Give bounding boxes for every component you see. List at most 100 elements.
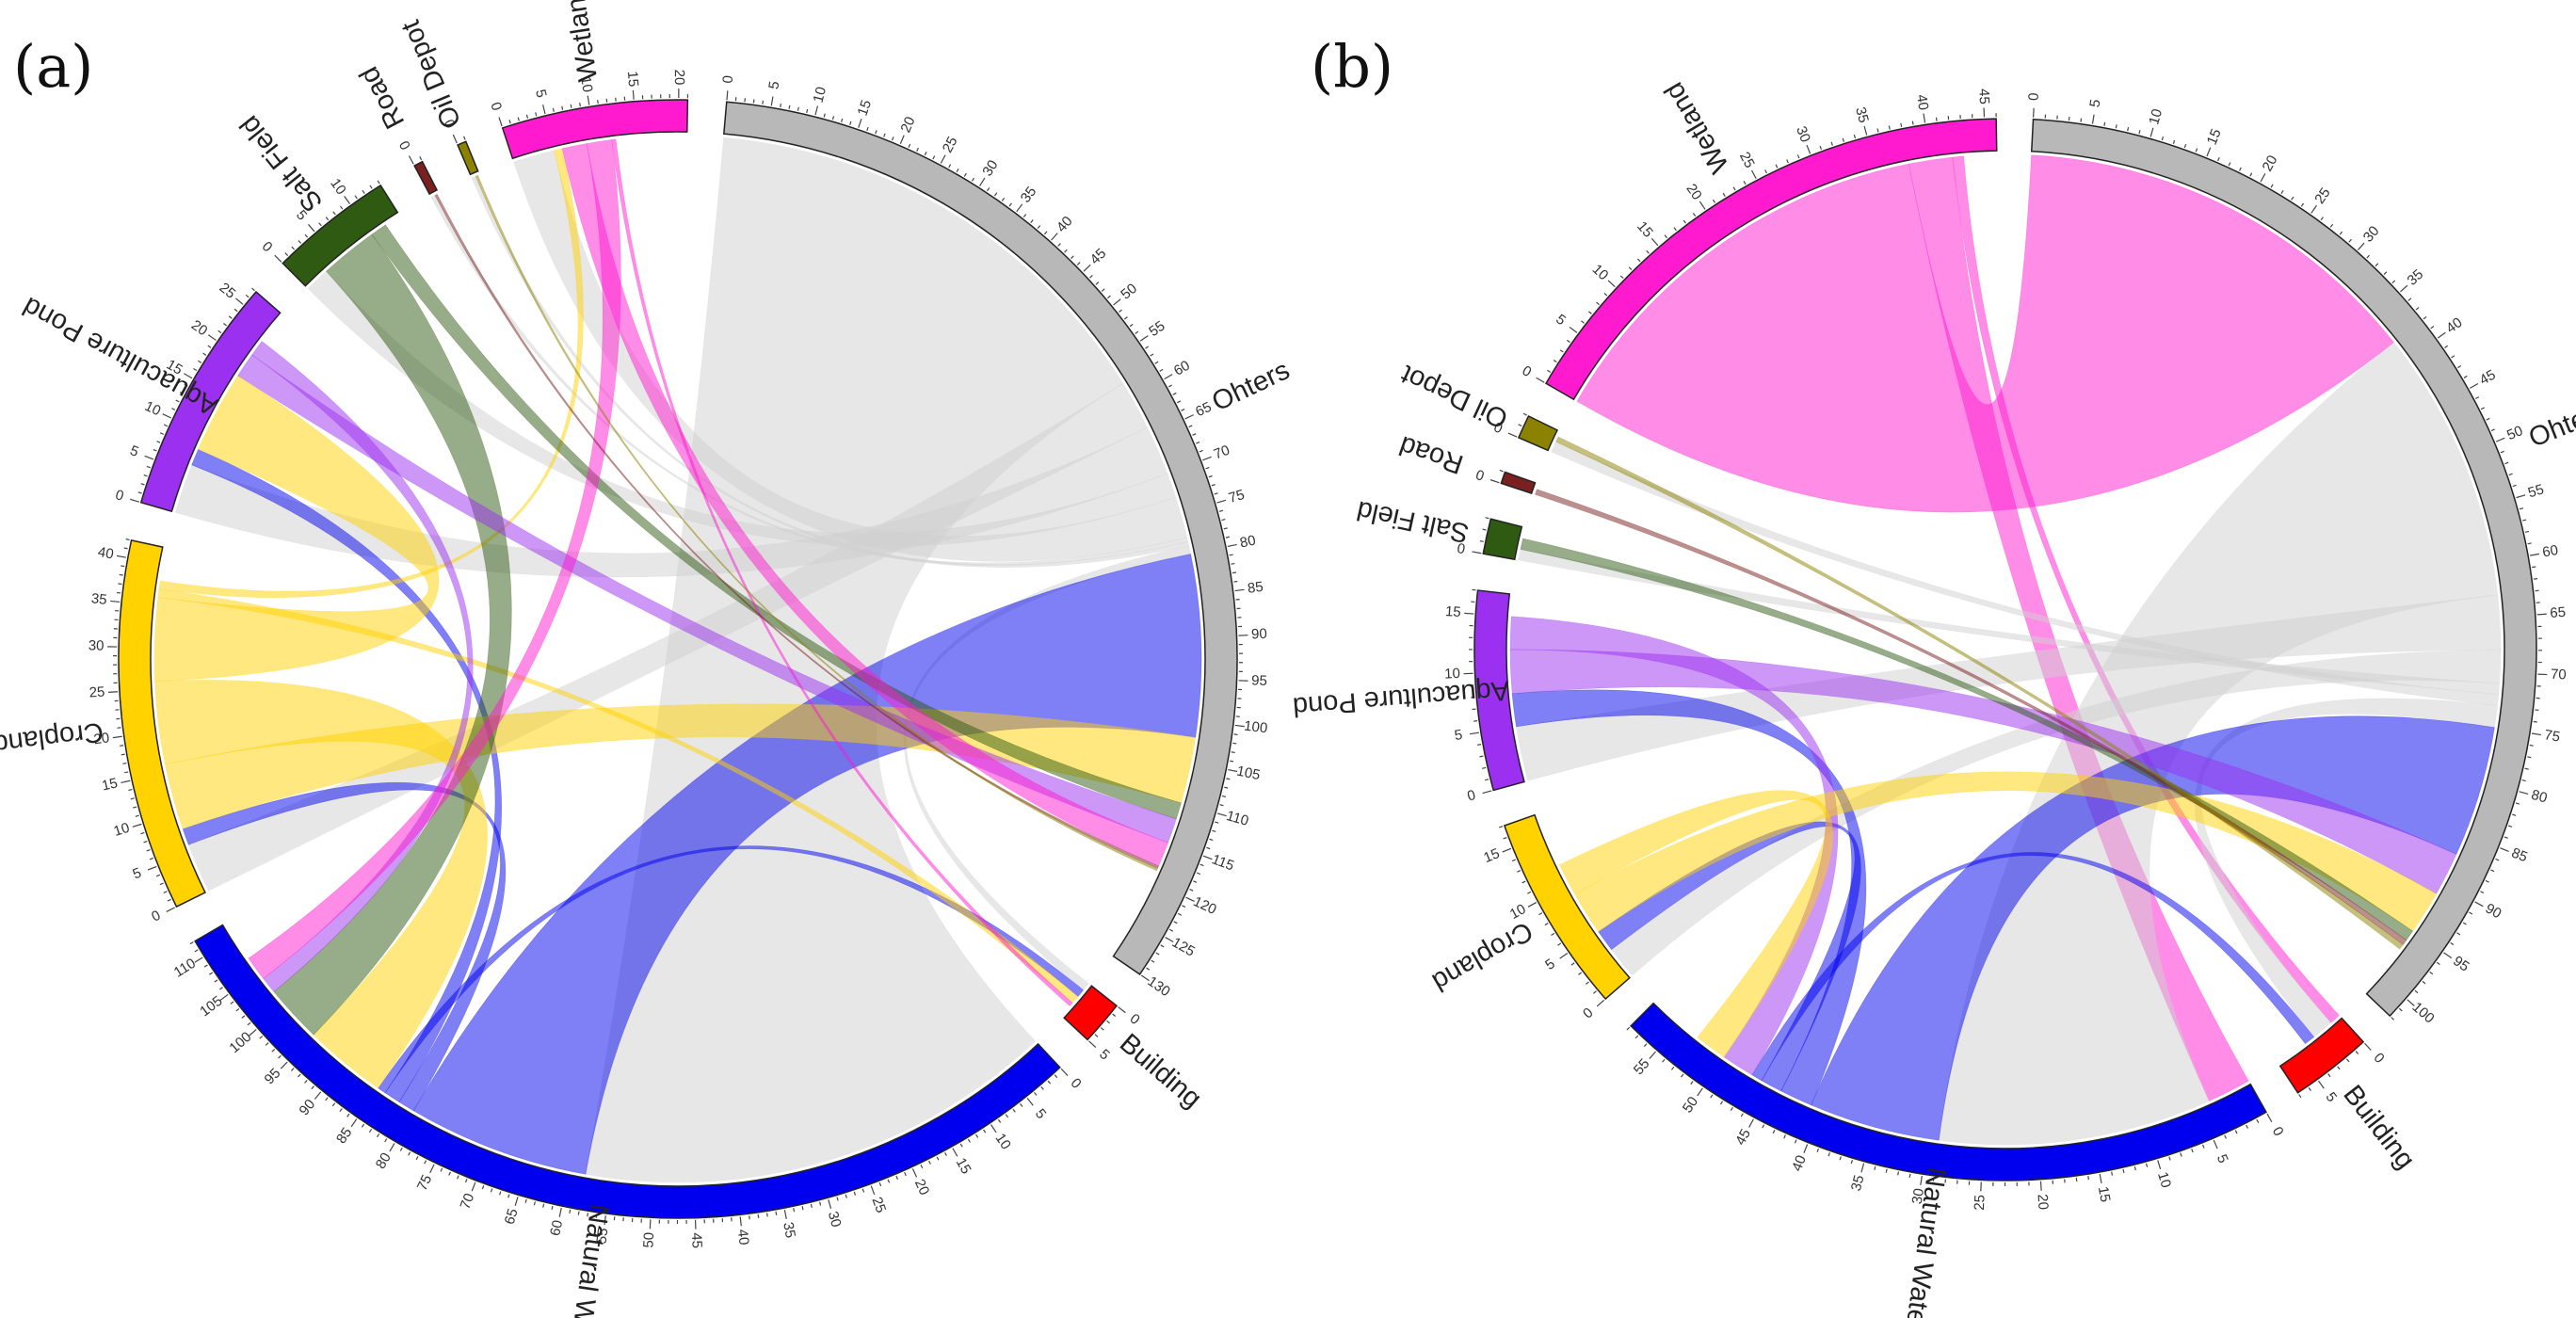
- sector-arc-building: [2278, 1017, 2365, 1094]
- axis-tick: [1151, 959, 1155, 963]
- sector-label-aquaculture-pond: Aquaculture Pond: [1292, 675, 1510, 722]
- chord-link-cropland-to-natural-water: [1558, 790, 1834, 1058]
- sector-arc-natural-water: [1630, 1002, 2267, 1181]
- axis-tick: [2456, 932, 2461, 936]
- tick-label: 0: [259, 238, 276, 255]
- axis-tick: [870, 1185, 876, 1196]
- axis-tick: [147, 865, 157, 871]
- axis-tick: [2191, 1149, 2194, 1153]
- axis-tick: [2298, 1094, 2302, 1099]
- sector-arc-wetland: [1544, 118, 1998, 401]
- axis-tick: [2400, 284, 2408, 293]
- axis-tick: [2519, 791, 2529, 796]
- axis-tick: [1538, 912, 1543, 916]
- tick-label: 60: [2541, 542, 2559, 561]
- axis-tick: [457, 1175, 459, 1180]
- axis-tick: [1202, 456, 1212, 461]
- axis-tick: [110, 600, 121, 603]
- chord-link-cropland-to-natural-water: [154, 680, 488, 1089]
- axis-tick: [135, 814, 139, 817]
- sector-arc-aquaculture-pond: [139, 290, 282, 513]
- axis-tick: [819, 1201, 822, 1206]
- axis-tick: [971, 177, 975, 182]
- axis-tick: [2469, 382, 2479, 389]
- axis-tick: [122, 762, 127, 764]
- axis-tick: [765, 1213, 768, 1217]
- axis-tick: [2475, 396, 2480, 400]
- tick-label: 5: [1096, 1046, 1113, 1063]
- axis-tick: [2291, 196, 2294, 201]
- axis-tick: [1786, 159, 1789, 164]
- axis-tick: [2398, 1007, 2403, 1012]
- axis-tick: [1527, 902, 1538, 908]
- axis-tick: [290, 1068, 295, 1071]
- axis-tick: [2508, 825, 2513, 828]
- tick-label: 80: [373, 1150, 394, 1172]
- axis-tick: [1051, 233, 1058, 241]
- axis-tick: [1150, 353, 1154, 357]
- tick-label: 0: [2371, 1050, 2388, 1067]
- tick-label: 0: [395, 138, 413, 153]
- sector-label-wetland: Wetland: [559, 0, 604, 84]
- chord-link-ohters-to-cropland: [1611, 650, 2502, 976]
- axis-tick: [291, 246, 296, 250]
- sector-label-wetland: Wetland: [1659, 77, 1735, 178]
- tick-label: 35: [780, 1221, 798, 1240]
- tick-label: 55: [1631, 1055, 1653, 1078]
- axis-tick: [1569, 326, 1578, 333]
- axis-tick: [823, 113, 826, 118]
- tick-label: 75: [2543, 727, 2561, 745]
- sector-arc-natural-water: [194, 924, 1061, 1219]
- tick-label: 55: [1146, 318, 1167, 340]
- axis-tick: [2504, 461, 2509, 465]
- sector-label-cropland: Cropland: [1426, 915, 1538, 997]
- axis-tick: [1740, 1113, 1744, 1117]
- axis-tick: [1932, 1177, 1935, 1181]
- axis-tick: [2375, 263, 2379, 267]
- axis-tick: [339, 1108, 343, 1113]
- axis-tick: [1743, 181, 1747, 185]
- axis-tick: [1482, 766, 1487, 769]
- axis-tick: [153, 448, 157, 452]
- axis-tick: [1897, 1171, 1900, 1176]
- axis-tick: [1803, 1144, 1809, 1153]
- tick-label: 105: [1235, 763, 1262, 784]
- axis-tick: [2451, 355, 2455, 359]
- tick-label: 5: [1553, 312, 1569, 330]
- tick-label: 0: [487, 100, 505, 112]
- chord-link-wetland-to-natural-water: [248, 139, 621, 979]
- tick-label: 20: [671, 70, 687, 86]
- sector-label-aquaculture-pond: Aquaculture Pond: [18, 291, 223, 422]
- axis-tick: [987, 187, 990, 192]
- chord-link-natural-water-to-building: [1751, 852, 2315, 1082]
- axis-tick: [2195, 148, 2198, 153]
- axis-tick: [1911, 121, 1914, 125]
- chord-link-ohters-to-natural-water: [1938, 342, 2499, 1146]
- axis-tick: [1112, 1013, 1117, 1017]
- axis-tick: [2161, 136, 2165, 141]
- axis-tick: [2168, 1156, 2171, 1161]
- tick-label: 0: [720, 74, 737, 84]
- axis-tick: [2337, 1066, 2341, 1070]
- axis-tick: [297, 1073, 301, 1078]
- axis-tick: [230, 1001, 234, 1005]
- axis-tick: [194, 949, 199, 953]
- tick-label: 15: [1481, 845, 1502, 866]
- axis-tick: [956, 168, 959, 173]
- tick-label: 110: [171, 956, 199, 981]
- axis-tick: [130, 498, 140, 503]
- axis-tick: [1064, 249, 1068, 253]
- axis-tick: [2519, 507, 2523, 510]
- axis-tick: [235, 1007, 240, 1012]
- tick-label: 35: [1848, 1173, 1868, 1193]
- axis-tick: [1732, 186, 1736, 191]
- axis-tick: [125, 538, 130, 541]
- tick-label: 30: [2360, 223, 2383, 246]
- axis-tick: [1697, 1087, 1703, 1097]
- axis-tick: [1202, 855, 1213, 860]
- axis-tick: [1193, 880, 1198, 883]
- axis-tick: [1226, 778, 1231, 780]
- axis-tick: [133, 806, 137, 809]
- axis-tick: [1751, 169, 1757, 180]
